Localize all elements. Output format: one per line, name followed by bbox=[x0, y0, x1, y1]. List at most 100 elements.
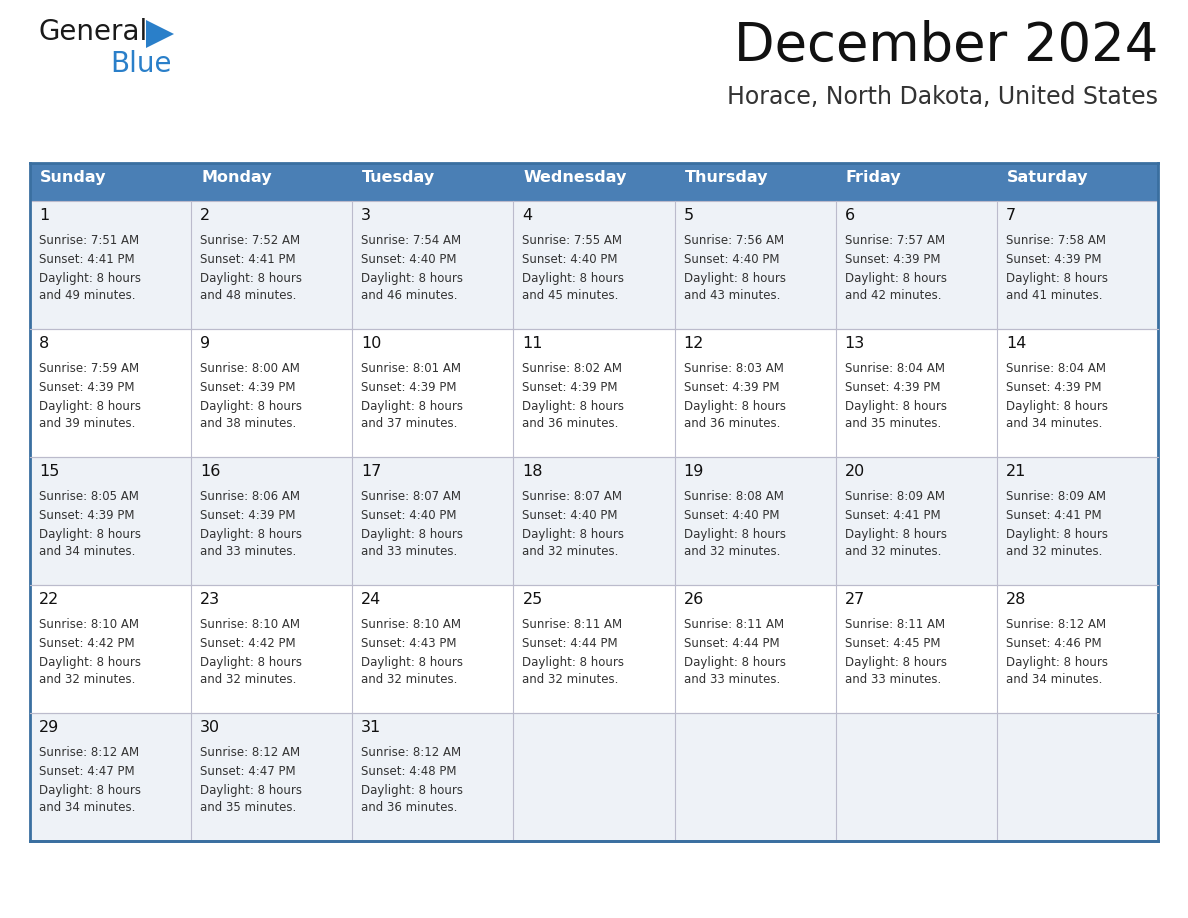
Bar bbox=[835, 585, 997, 713]
Text: and 36 minutes.: and 36 minutes. bbox=[683, 417, 781, 430]
Text: Sunrise: 8:11 AM: Sunrise: 8:11 AM bbox=[523, 618, 623, 631]
Bar bbox=[30, 163, 191, 201]
Text: and 32 minutes.: and 32 minutes. bbox=[361, 673, 457, 686]
Text: Daylight: 8 hours: Daylight: 8 hours bbox=[683, 528, 785, 541]
Text: Sunset: 4:45 PM: Sunset: 4:45 PM bbox=[845, 637, 940, 650]
Text: Sunrise: 8:01 AM: Sunrise: 8:01 AM bbox=[361, 362, 461, 375]
Text: and 34 minutes.: and 34 minutes. bbox=[39, 801, 135, 814]
Text: Sunrise: 8:12 AM: Sunrise: 8:12 AM bbox=[1006, 618, 1106, 631]
Text: 9: 9 bbox=[200, 336, 210, 351]
Text: Sunrise: 8:07 AM: Sunrise: 8:07 AM bbox=[361, 490, 461, 503]
Text: Sunset: 4:40 PM: Sunset: 4:40 PM bbox=[683, 253, 779, 266]
Text: and 36 minutes.: and 36 minutes. bbox=[523, 417, 619, 430]
Text: Daylight: 8 hours: Daylight: 8 hours bbox=[361, 656, 463, 669]
Bar bbox=[513, 713, 675, 841]
Text: Daylight: 8 hours: Daylight: 8 hours bbox=[200, 784, 302, 797]
Text: Daylight: 8 hours: Daylight: 8 hours bbox=[523, 272, 625, 285]
Text: Sunrise: 8:04 AM: Sunrise: 8:04 AM bbox=[1006, 362, 1106, 375]
Text: Daylight: 8 hours: Daylight: 8 hours bbox=[39, 784, 141, 797]
Bar bbox=[191, 329, 353, 457]
Text: Saturday: Saturday bbox=[1007, 170, 1088, 185]
Text: 31: 31 bbox=[361, 720, 381, 735]
Bar bbox=[513, 585, 675, 713]
Bar bbox=[353, 201, 513, 329]
Text: Friday: Friday bbox=[846, 170, 902, 185]
Text: 4: 4 bbox=[523, 208, 532, 223]
Bar bbox=[353, 713, 513, 841]
Bar bbox=[191, 585, 353, 713]
Text: Sunrise: 7:58 AM: Sunrise: 7:58 AM bbox=[1006, 234, 1106, 247]
Text: and 33 minutes.: and 33 minutes. bbox=[845, 673, 941, 686]
Text: 22: 22 bbox=[39, 592, 59, 607]
Text: Sunset: 4:39 PM: Sunset: 4:39 PM bbox=[200, 509, 296, 522]
Text: Sunrise: 7:57 AM: Sunrise: 7:57 AM bbox=[845, 234, 944, 247]
Bar bbox=[997, 329, 1158, 457]
Bar bbox=[30, 585, 191, 713]
Text: Sunrise: 8:12 AM: Sunrise: 8:12 AM bbox=[361, 746, 461, 759]
Polygon shape bbox=[146, 20, 173, 48]
Text: Sunrise: 7:56 AM: Sunrise: 7:56 AM bbox=[683, 234, 784, 247]
Text: 5: 5 bbox=[683, 208, 694, 223]
Bar bbox=[30, 201, 191, 329]
Bar bbox=[513, 329, 675, 457]
Bar bbox=[997, 163, 1158, 201]
Text: Daylight: 8 hours: Daylight: 8 hours bbox=[200, 656, 302, 669]
Bar bbox=[191, 201, 353, 329]
Text: Daylight: 8 hours: Daylight: 8 hours bbox=[361, 784, 463, 797]
Text: Sunrise: 8:09 AM: Sunrise: 8:09 AM bbox=[1006, 490, 1106, 503]
Bar bbox=[997, 585, 1158, 713]
Text: Daylight: 8 hours: Daylight: 8 hours bbox=[845, 272, 947, 285]
Bar bbox=[675, 585, 835, 713]
Text: Daylight: 8 hours: Daylight: 8 hours bbox=[1006, 528, 1108, 541]
Text: Sunrise: 8:08 AM: Sunrise: 8:08 AM bbox=[683, 490, 783, 503]
Text: 21: 21 bbox=[1006, 464, 1026, 479]
Text: Sunset: 4:39 PM: Sunset: 4:39 PM bbox=[523, 381, 618, 394]
Text: 25: 25 bbox=[523, 592, 543, 607]
Text: and 34 minutes.: and 34 minutes. bbox=[1006, 417, 1102, 430]
Text: Sunset: 4:47 PM: Sunset: 4:47 PM bbox=[200, 765, 296, 778]
Text: and 32 minutes.: and 32 minutes. bbox=[683, 545, 781, 558]
Text: Sunrise: 8:12 AM: Sunrise: 8:12 AM bbox=[200, 746, 301, 759]
Text: and 34 minutes.: and 34 minutes. bbox=[39, 545, 135, 558]
Text: Sunrise: 8:12 AM: Sunrise: 8:12 AM bbox=[39, 746, 139, 759]
Bar bbox=[835, 457, 997, 585]
Bar bbox=[513, 163, 675, 201]
Text: Sunset: 4:39 PM: Sunset: 4:39 PM bbox=[200, 381, 296, 394]
Text: Sunset: 4:42 PM: Sunset: 4:42 PM bbox=[200, 637, 296, 650]
Text: 24: 24 bbox=[361, 592, 381, 607]
Text: and 34 minutes.: and 34 minutes. bbox=[1006, 673, 1102, 686]
Text: and 39 minutes.: and 39 minutes. bbox=[39, 417, 135, 430]
Bar bbox=[353, 585, 513, 713]
Text: Sunrise: 8:04 AM: Sunrise: 8:04 AM bbox=[845, 362, 944, 375]
Text: Sunset: 4:40 PM: Sunset: 4:40 PM bbox=[523, 509, 618, 522]
Text: General: General bbox=[38, 18, 147, 46]
Text: and 46 minutes.: and 46 minutes. bbox=[361, 289, 457, 302]
Text: 19: 19 bbox=[683, 464, 704, 479]
Text: Sunset: 4:42 PM: Sunset: 4:42 PM bbox=[39, 637, 134, 650]
Text: Sunrise: 8:10 AM: Sunrise: 8:10 AM bbox=[200, 618, 301, 631]
Text: Sunset: 4:41 PM: Sunset: 4:41 PM bbox=[200, 253, 296, 266]
Text: Daylight: 8 hours: Daylight: 8 hours bbox=[200, 400, 302, 413]
Text: and 32 minutes.: and 32 minutes. bbox=[845, 545, 941, 558]
Text: and 32 minutes.: and 32 minutes. bbox=[1006, 545, 1102, 558]
Text: and 38 minutes.: and 38 minutes. bbox=[200, 417, 296, 430]
Text: 29: 29 bbox=[39, 720, 59, 735]
Text: Sunrise: 7:51 AM: Sunrise: 7:51 AM bbox=[39, 234, 139, 247]
Text: and 49 minutes.: and 49 minutes. bbox=[39, 289, 135, 302]
Text: Sunrise: 7:54 AM: Sunrise: 7:54 AM bbox=[361, 234, 461, 247]
Text: Sunrise: 8:10 AM: Sunrise: 8:10 AM bbox=[361, 618, 461, 631]
Text: 1: 1 bbox=[39, 208, 49, 223]
Text: 11: 11 bbox=[523, 336, 543, 351]
Text: Sunrise: 8:10 AM: Sunrise: 8:10 AM bbox=[39, 618, 139, 631]
Text: and 32 minutes.: and 32 minutes. bbox=[523, 673, 619, 686]
Bar bbox=[835, 201, 997, 329]
Text: Daylight: 8 hours: Daylight: 8 hours bbox=[845, 528, 947, 541]
Text: 20: 20 bbox=[845, 464, 865, 479]
Text: and 45 minutes.: and 45 minutes. bbox=[523, 289, 619, 302]
Text: and 33 minutes.: and 33 minutes. bbox=[361, 545, 457, 558]
Text: Daylight: 8 hours: Daylight: 8 hours bbox=[361, 272, 463, 285]
Text: and 35 minutes.: and 35 minutes. bbox=[845, 417, 941, 430]
Text: Sunset: 4:39 PM: Sunset: 4:39 PM bbox=[361, 381, 456, 394]
Text: Daylight: 8 hours: Daylight: 8 hours bbox=[683, 656, 785, 669]
Text: 26: 26 bbox=[683, 592, 703, 607]
